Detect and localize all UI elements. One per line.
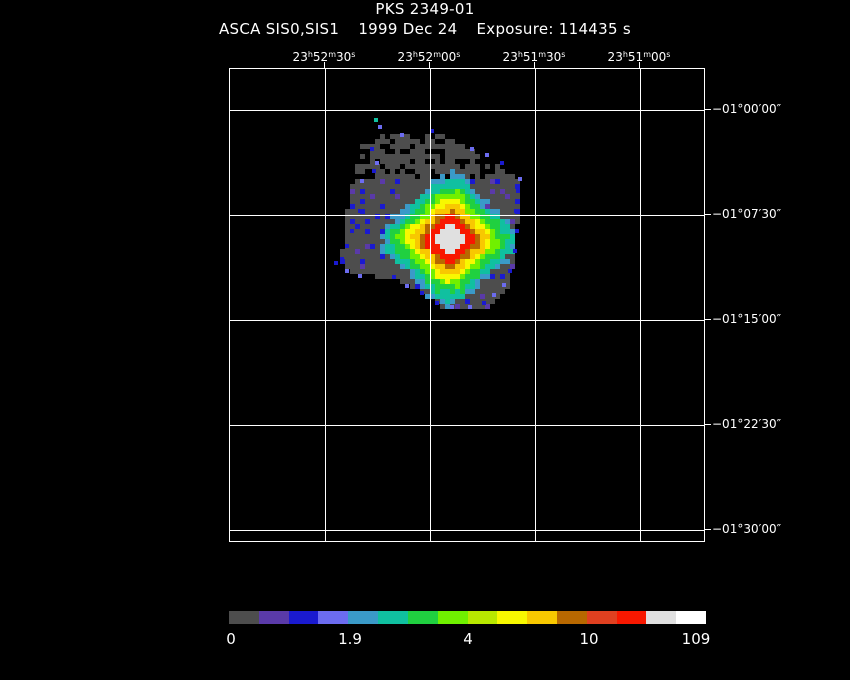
ra-tick xyxy=(324,62,325,68)
color-scale-label: 0 xyxy=(226,630,236,648)
color-scale-step xyxy=(348,611,379,624)
grid-line-horizontal xyxy=(230,215,704,216)
grid-line-vertical xyxy=(640,69,641,541)
plot-subtitle: ASCA SIS0,SIS1 1999 Dec 24 Exposure: 114… xyxy=(0,20,850,38)
color-scale-step xyxy=(378,611,408,624)
color-scale-bar xyxy=(229,611,706,624)
color-scale-step xyxy=(318,611,349,624)
ra-tick xyxy=(429,62,430,68)
dec-tick xyxy=(705,319,711,320)
grid-line-horizontal xyxy=(230,425,704,426)
grid-line-vertical xyxy=(535,69,536,541)
grid-line-horizontal xyxy=(230,530,704,531)
date-label: 1999 Dec 24 xyxy=(358,20,458,38)
color-scale-step xyxy=(407,611,438,624)
xray-image xyxy=(334,118,522,309)
instrument-label: ASCA SIS0,SIS1 xyxy=(218,20,340,38)
color-scale-label: 10 xyxy=(579,630,599,648)
ra-tick xyxy=(534,62,535,68)
dec-tick xyxy=(705,214,711,215)
dec-tick-label: −01°30′00″ xyxy=(712,522,782,536)
color-scale-label: 109 xyxy=(681,630,711,648)
dec-tick xyxy=(705,529,711,530)
dec-tick-label: −01°15′00″ xyxy=(712,312,782,326)
grid-line-vertical xyxy=(325,69,326,541)
ra-tick-label: 23h52m30s xyxy=(292,50,356,64)
color-scale-step xyxy=(527,611,557,624)
color-scale-step xyxy=(288,611,319,624)
dec-tick xyxy=(705,109,711,110)
dec-tick-label: −01°22′30″ xyxy=(712,417,782,431)
ra-tick-label: 23h52m00s xyxy=(397,50,461,64)
ra-tick xyxy=(639,62,640,68)
color-scale-step xyxy=(497,611,528,624)
color-scale-step xyxy=(556,611,587,624)
exposure-label: Exposure: 114435 s xyxy=(476,20,632,38)
grid-line-horizontal xyxy=(230,110,704,111)
ra-tick-label: 23h51m30s xyxy=(502,50,566,64)
color-scale-step xyxy=(616,611,647,624)
color-scale-step xyxy=(646,611,677,624)
dec-tick-label: −01°00′00″ xyxy=(712,102,782,116)
color-scale-step xyxy=(676,611,706,624)
plot-title: PKS 2349-01 xyxy=(375,0,475,18)
dec-tick xyxy=(705,424,711,425)
color-scale-step xyxy=(258,611,289,624)
grid-line-vertical xyxy=(430,69,431,541)
color-scale-label: 1.9 xyxy=(338,630,362,648)
dec-tick-label: −01°07′30″ xyxy=(712,207,782,221)
color-scale-step xyxy=(437,611,468,624)
grid-line-horizontal xyxy=(230,320,704,321)
sky-image-frame xyxy=(229,68,705,542)
color-scale-step xyxy=(229,611,259,624)
color-scale-step xyxy=(586,611,617,624)
color-scale-step xyxy=(467,611,498,624)
color-scale-label: 4 xyxy=(463,630,473,648)
ra-tick-label: 23h51m00s xyxy=(607,50,671,64)
